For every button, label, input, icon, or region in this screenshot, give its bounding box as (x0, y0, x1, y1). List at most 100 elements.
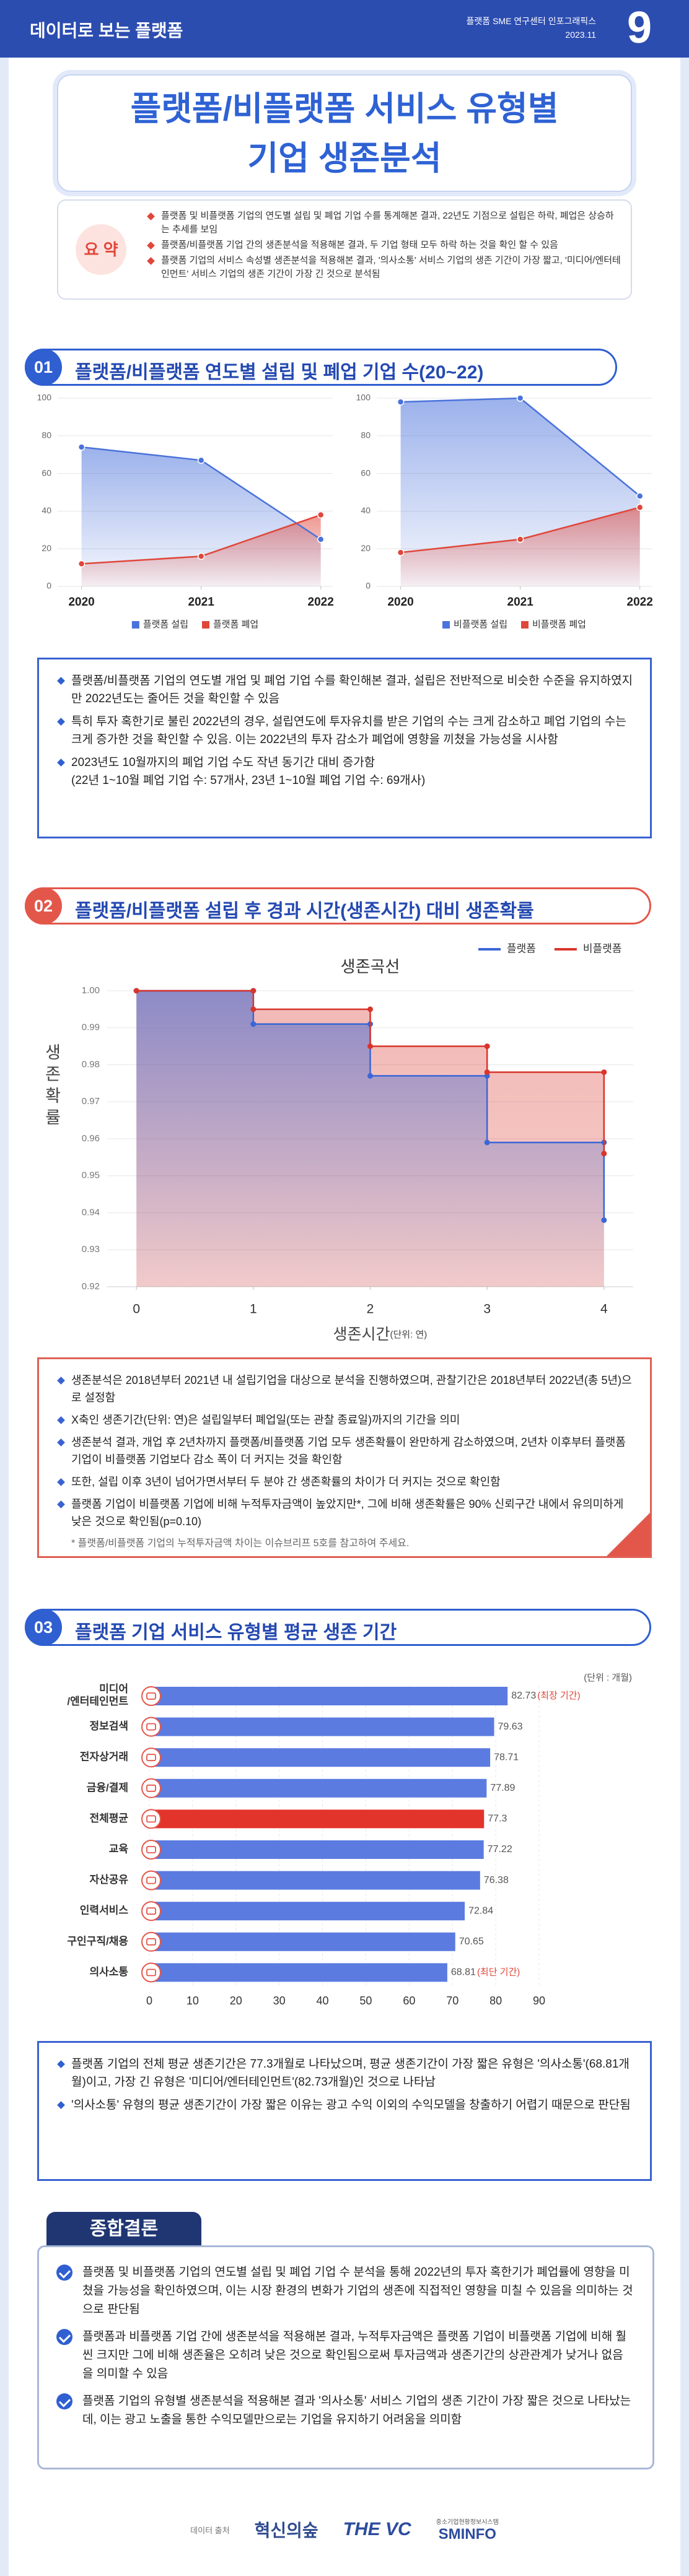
bar (149, 1840, 484, 1859)
x-tick-label: 10 (187, 1995, 199, 2007)
bar (149, 1871, 480, 1890)
icon-glyph (146, 1876, 156, 1884)
icon-glyph (146, 1692, 156, 1700)
value-label: 76.38 (484, 1875, 509, 1886)
point (367, 1073, 373, 1079)
x-tick-label: 1 (250, 1302, 257, 1316)
x-tick-label: 2021 (507, 596, 534, 609)
bullet: 플랫폼과 비플랫폼 기업 간에 생존분석을 적용해본 결과, 누적투자금액은 플… (56, 2328, 634, 2383)
y-tick-label: 40 (42, 505, 51, 515)
point (601, 1217, 607, 1223)
bullet: 생존분석은 2018년부터 2021년 내 설립기업을 대상으로 분석을 진행하… (55, 1372, 634, 1406)
area-chart: 0 20 40 60 80 100 2020 2021 2022 플랫폼 설립 플랫폼 폐업 (37, 393, 334, 630)
value-note: (최장 기간) (537, 1690, 580, 1701)
icon (141, 1686, 161, 1706)
icon-glyph (146, 1969, 156, 1977)
bar (149, 1778, 487, 1798)
icon-glyph (146, 1754, 156, 1762)
point (197, 456, 205, 464)
icon-glyph (146, 1907, 156, 1915)
category-label: 전체평균 (89, 1812, 128, 1824)
value-label: 78.71 (494, 1752, 519, 1762)
x-tick-label: 60 (403, 1995, 415, 2007)
category-label: 미디어/엔터테인먼트 (67, 1683, 128, 1707)
section-header: 01 플랫폼/비플랫폼 연도별 설립 및 폐업 기업 수(20~22) (25, 349, 617, 386)
icon (141, 1747, 161, 1768)
x-tick-label: 2022 (627, 596, 653, 609)
value-label: 79.63 (498, 1721, 523, 1732)
legend-label: 플랫폼 (507, 942, 536, 954)
point (484, 1069, 490, 1075)
issue-number: 9 (626, 3, 652, 53)
y-axis-label: 생존확률 (42, 1043, 61, 1130)
category-label: 정보검색 (89, 1720, 128, 1732)
bar (149, 1809, 485, 1829)
bullet: 특히 투자 혹한기로 불린 2022년의 경우, 설립연도에 투자유치를 받은 … (55, 713, 634, 749)
step-fill (136, 991, 604, 1287)
legend-swatch (202, 621, 209, 629)
y-tick-label: 40 (361, 505, 371, 515)
bullet-list: 플랫폼 기업의 전체 평균 생존기간은 77.3개월로 나타났으며, 평균 생존… (55, 2055, 634, 2114)
bullet: '의사소통' 유형의 평균 생존기간이 가장 짧은 이유는 광고 수익 이외의 … (55, 2096, 634, 2114)
bullet: 생존분석 결과, 개업 후 2년차까지 플랫폼/비플랫폼 기업 모두 생존확률이… (55, 1434, 634, 1468)
point (197, 552, 205, 560)
x-axis-label-text: 생존시간 (333, 1326, 390, 1343)
y-tick-label: 100 (37, 393, 52, 402)
section-number: 01 (25, 349, 62, 386)
category-label: 자산공유 (89, 1874, 128, 1886)
y-tick-label: 60 (42, 468, 51, 477)
icon-glyph (146, 1815, 156, 1823)
icon-glyph (146, 1846, 156, 1853)
category-label: 인력서비스 (80, 1905, 129, 1917)
legend: 플랫폼 설립 플랫폼 폐업 (131, 619, 258, 630)
bullet: 플랫폼 및 비플랫폼 기업의 연도별 설립 및 폐업 기업 수를 통계해본 결과… (145, 209, 622, 237)
y-tick-label: 1.00 (82, 985, 100, 996)
logo: 중소기업현황정보시스템 SMINFO (436, 2517, 499, 2543)
category-label: 금융/결제 (87, 1782, 128, 1793)
legend-swatch (131, 621, 139, 629)
category-label: 의사소통 (89, 1966, 128, 1978)
conclusion-box: 플랫폼 및 비플랫폼 기업의 연도별 설립 및 폐업 기업 수 분석을 통해 2… (37, 2245, 654, 2469)
point (636, 492, 644, 500)
legend-label: 플랫폼 폐업 (213, 619, 258, 630)
x-tick-label: 30 (273, 1995, 286, 2007)
x-tick-label: 70 (446, 1995, 459, 2007)
icon (141, 1931, 161, 1952)
text-box: 플랫폼 기업의 전체 평균 생존기간은 77.3개월로 나타났으며, 평균 생존… (37, 2041, 652, 2181)
org: 플랫폼 SME 연구센터 인포그래픽스 (466, 16, 596, 26)
point (77, 443, 86, 451)
title-line: 플랫폼/비플랫폼 서비스 유형별 (130, 90, 559, 128)
point (367, 1043, 373, 1050)
icon-glyph (146, 1723, 156, 1731)
legend-label: 비플랫폼 폐업 (532, 619, 586, 630)
bullet: 플랫폼/비플랫폼 기업 간의 생존분석을 적용해본 결과, 두 기업 형태 모두… (145, 238, 622, 252)
bar-chart: (단위 : 개월) 0 10 20 30 40 50 60 70 80 90 미디어/엔터테인먼트 82… (67, 1673, 632, 2007)
y-tick-label: 0 (366, 581, 371, 591)
legend: 비플랫폼 설립 비플랫폼 폐업 (442, 619, 586, 630)
category-label: 전자상거래 (80, 1751, 128, 1763)
point (484, 1139, 490, 1146)
value-label: 70.65 (459, 1936, 484, 1947)
y-tick-label: 0.95 (82, 1170, 100, 1181)
summary: 요 약 플랫폼 및 비플랫폼 기업의 연도별 설립 및 폐업 기업 수를 통계해… (57, 199, 632, 300)
legend-label: 플랫폼 설립 (143, 619, 188, 630)
bullet: 플랫폼/비플랫폼 기업의 연도별 개업 및 폐업 기업 수를 확인해본 결과, … (55, 672, 634, 708)
x-axis-unit: (단위: 연) (390, 1329, 428, 1340)
x-tick-label: 2020 (387, 596, 413, 609)
x-axis-label: 생존시간(단위: 연) (333, 1326, 428, 1343)
frame-right (680, 58, 689, 2576)
x-tick-label: 2021 (188, 596, 215, 609)
icon (141, 1962, 161, 1983)
y-tick-label: 0.94 (82, 1207, 100, 1217)
frame-left (0, 58, 9, 2576)
source-label: 데이터 출처 (190, 2525, 230, 2535)
bullet: 2023년도 10월까지의 폐업 기업 수도 작년 동기간 대비 증가함 (22… (55, 754, 634, 790)
section-number: 02 (25, 887, 62, 925)
date: 2023.11 (565, 30, 596, 40)
logo-text: SMINFO (438, 2525, 496, 2543)
survival-chart: 생존곡선 0.92 0.93 0.94 0.95 0.96 0.97 0.98 0.99 1.00… (42, 942, 633, 1343)
x-tick-label: 0 (146, 1995, 152, 2007)
section-title: 플랫폼/비플랫폼 설립 후 경과 시간(생존시간) 대비 생존확률 (75, 901, 534, 921)
bullet: 플랫폼 기업의 유형별 생존분석을 적용해본 결과 '의사소통' 서비스 기업의… (56, 2392, 634, 2429)
